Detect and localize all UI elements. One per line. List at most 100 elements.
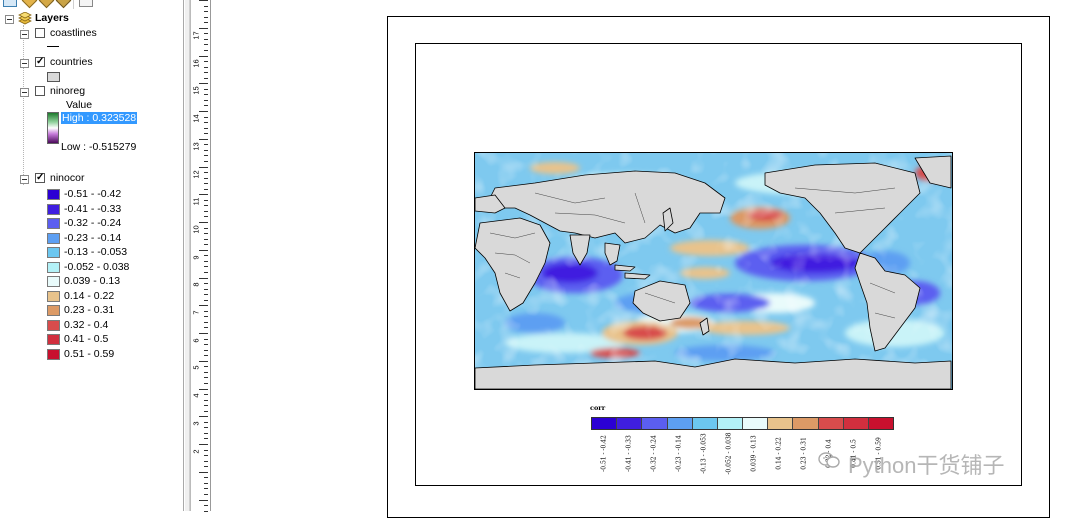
class-label: 0.039 - 0.13 (64, 275, 121, 287)
greenland-shape (914, 155, 952, 189)
ruler-tick (199, 416, 208, 418)
legend-color-cell (717, 418, 744, 429)
collapse-icon[interactable] (20, 59, 29, 68)
legend-label: -0.51 - -0.42 (600, 435, 608, 472)
ruler-number: 5 (191, 365, 201, 370)
collapse-icon[interactable] (20, 30, 29, 39)
wechat-icon (818, 452, 840, 468)
layer-name: ninocor (50, 172, 85, 184)
class-label: -0.052 - 0.038 (64, 260, 130, 273)
class-color-swatch[interactable] (47, 290, 60, 302)
ruler-tick (199, 111, 208, 112)
class-label: -0.23 - -0.14 (64, 231, 122, 244)
class-color-swatch[interactable] (47, 276, 60, 287)
legend-color-cell (818, 418, 844, 429)
ruler-number: 2 (191, 448, 201, 454)
ruler-tick (204, 16, 208, 18)
ruler-tick (204, 505, 208, 507)
polygon-symbol-swatch[interactable] (47, 72, 60, 82)
ruler-tick (204, 493, 208, 495)
australia-shape (632, 280, 691, 322)
list-by-selection-button[interactable] (55, 0, 72, 9)
map-data-frame[interactable] (474, 152, 953, 390)
ruler-tick (204, 310, 208, 312)
ruler-tick (204, 271, 208, 273)
collapse-icon[interactable] (5, 15, 14, 24)
class-color-swatch[interactable] (47, 305, 60, 316)
ruler-tick (204, 405, 208, 407)
ruler-tick (204, 122, 208, 124)
stretch-ramp-swatch[interactable] (47, 112, 59, 144)
ruler-number: 10 (191, 225, 201, 234)
layer-visibility-checkbox[interactable] (35, 28, 45, 38)
ruler-tick (199, 83, 208, 85)
toolbar-separator (73, 0, 74, 9)
ruler-number: 9 (191, 255, 201, 260)
ruler-number: 3 (191, 421, 201, 426)
legend-label: 0.23 - 0.31 (800, 437, 808, 470)
class-color-swatch[interactable] (47, 319, 60, 331)
list-by-visibility-button[interactable] (38, 0, 55, 9)
class-color-swatch[interactable] (47, 261, 60, 273)
class-color-swatch[interactable] (47, 348, 60, 360)
layers-stack-icon (18, 12, 32, 25)
legend-color-cell (793, 418, 819, 429)
toc-options-button[interactable] (79, 0, 93, 7)
ruler-tick (204, 327, 208, 329)
collapse-icon[interactable] (20, 88, 29, 97)
class-color-swatch[interactable] (47, 203, 60, 215)
legend-color-cell (843, 418, 869, 429)
collapse-icon[interactable] (20, 175, 29, 184)
ruler-tick (199, 333, 208, 334)
high-value-label[interactable]: High : 0.323528 (61, 112, 138, 125)
legend-color-cell (592, 418, 618, 429)
ruler-tick (204, 299, 208, 301)
ruler-tick (204, 349, 208, 351)
ruler-tick (204, 227, 208, 229)
legend-title: corr (590, 404, 606, 412)
ruler-tick (204, 366, 208, 368)
ruler-tick (199, 55, 208, 57)
ruler-number: 11 (191, 197, 201, 206)
layer-visibility-checkbox[interactable] (35, 171, 45, 184)
ruler-tick (204, 177, 208, 179)
ruler-tick (204, 49, 208, 51)
ruler-number: 12 (191, 169, 201, 179)
ruler-tick (204, 88, 208, 90)
tree-guide-line (23, 25, 24, 185)
line-symbol-swatch[interactable] (47, 46, 59, 47)
ruler-tick (204, 488, 208, 490)
map-legend[interactable]: corr -0.51 - -0.42 -0.41 - -0.33 -0.32 - -… (590, 404, 895, 484)
india-shape (569, 234, 591, 266)
ruler-tick (204, 288, 208, 290)
class-color-swatch[interactable] (47, 232, 60, 244)
ruler-tick (199, 471, 208, 473)
ruler-tick (204, 344, 208, 346)
value-header: Value (66, 99, 93, 111)
class-color-swatch[interactable] (47, 247, 60, 258)
class-color-swatch[interactable] (47, 218, 60, 229)
list-by-drawing-order-button[interactable] (3, 0, 17, 7)
ruler-tick (204, 482, 208, 484)
ruler-tick (199, 388, 208, 390)
high-value-text: High : 0.323528 (61, 112, 138, 124)
class-color-swatch[interactable] (47, 334, 60, 345)
ruler-tick (204, 38, 208, 40)
ruler-tick (199, 138, 208, 140)
legend-color-cell (667, 418, 693, 429)
ruler-tick (199, 277, 208, 279)
ruler-tick (199, 194, 208, 196)
ruler-tick (204, 172, 208, 174)
ruler-number: 4 (191, 393, 201, 398)
layers-root-label: Layers (35, 12, 69, 24)
layer-visibility-checkbox[interactable] (35, 86, 45, 96)
ruler-tick (199, 27, 208, 29)
class-color-swatch[interactable] (47, 189, 60, 200)
layer-visibility-checkbox[interactable] (35, 55, 45, 68)
list-by-source-button[interactable] (21, 0, 38, 9)
ruler-tick (204, 316, 208, 318)
legend-label: 0.14 - 0.22 (775, 437, 783, 470)
ruler-number: 14 (191, 114, 201, 123)
indochina-shape (604, 242, 621, 266)
south-america-shape (854, 252, 921, 352)
